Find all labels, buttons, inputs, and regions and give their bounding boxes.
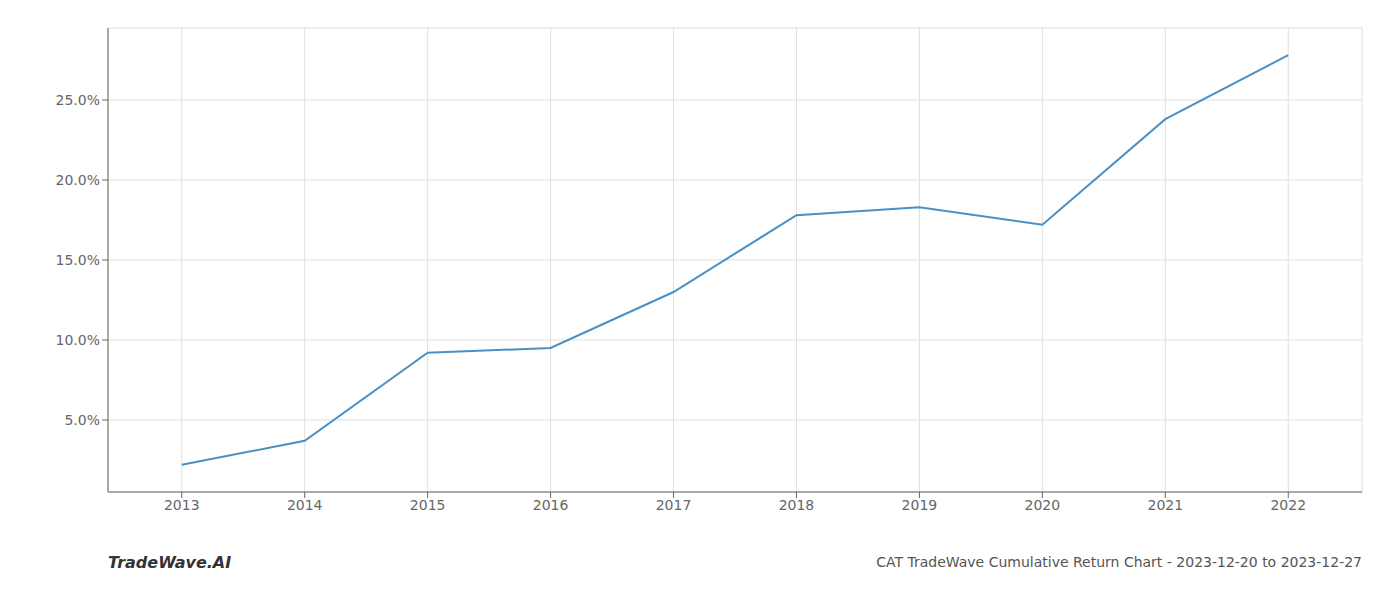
svg-text:2014: 2014 — [287, 497, 323, 513]
svg-text:2018: 2018 — [779, 497, 815, 513]
svg-text:10.0%: 10.0% — [56, 332, 100, 348]
svg-text:20.0%: 20.0% — [56, 172, 100, 188]
svg-text:15.0%: 15.0% — [56, 252, 100, 268]
svg-text:2019: 2019 — [902, 497, 938, 513]
svg-text:2022: 2022 — [1270, 497, 1306, 513]
html-text:CAT TradeWave Cumulative Retur: CAT TradeWave Cumulative Return Chart - … — [876, 554, 1362, 570]
svg-text:5.0%: 5.0% — [64, 412, 100, 428]
svg-text:2015: 2015 — [410, 497, 446, 513]
svg-text:2017: 2017 — [656, 497, 692, 513]
svg-text:2020: 2020 — [1025, 497, 1061, 513]
svg-text:2021: 2021 — [1147, 497, 1183, 513]
svg-text:2016: 2016 — [533, 497, 569, 513]
svg-text:25.0%: 25.0% — [56, 92, 100, 108]
html-text:TradeWave.AI: TradeWave.AI — [108, 552, 232, 572]
svg-text:2013: 2013 — [164, 497, 200, 513]
